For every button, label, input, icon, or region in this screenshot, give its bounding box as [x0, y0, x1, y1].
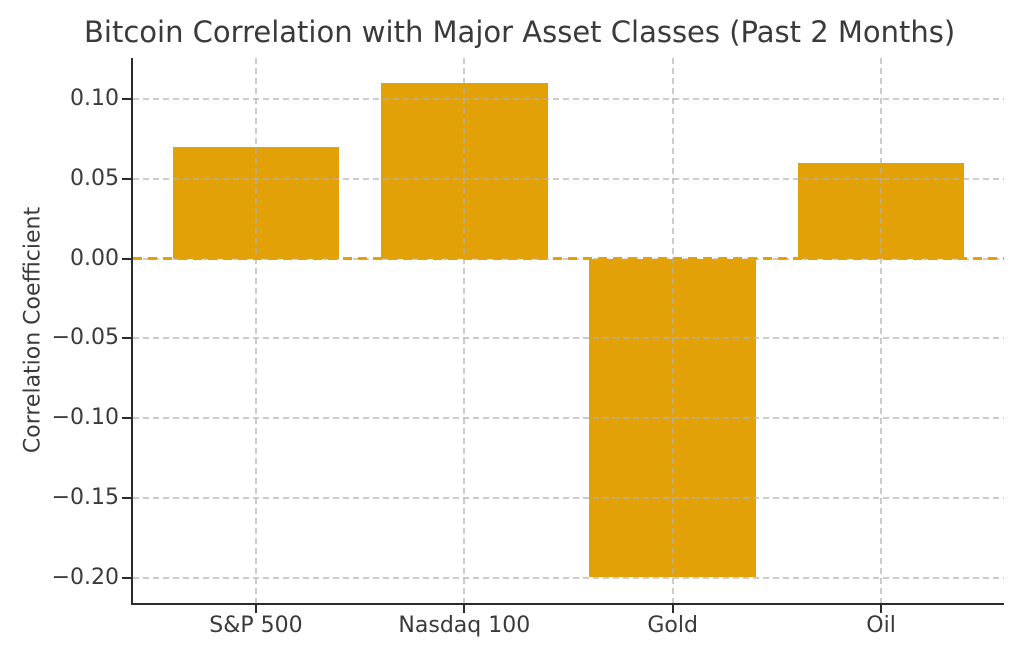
- y-tick-mark: [122, 417, 131, 420]
- h-gridline: [133, 98, 1004, 101]
- h-gridline: [133, 337, 1004, 340]
- x-tick-label-oil: Oil: [866, 613, 896, 638]
- zero-reference-line: [133, 257, 1004, 261]
- v-gridline: [671, 58, 674, 603]
- x-tick-mark: [463, 605, 466, 613]
- h-gridline: [133, 576, 1004, 579]
- y-tick-label: −0.20: [51, 564, 119, 590]
- x-tick-label-s-p-500: S&P 500: [209, 613, 303, 638]
- x-tick-mark: [671, 605, 674, 613]
- x-tick-mark: [880, 605, 883, 613]
- v-gridline: [880, 58, 883, 603]
- y-tick-mark: [122, 98, 131, 101]
- y-tick-mark: [122, 257, 131, 260]
- y-tick-label: 0.10: [70, 86, 119, 112]
- x-tick-mark: [254, 605, 257, 613]
- h-gridline: [133, 178, 1004, 181]
- x-tick-label-gold: Gold: [647, 613, 698, 638]
- v-gridline: [254, 58, 257, 603]
- h-gridline: [133, 496, 1004, 499]
- v-gridline: [463, 58, 466, 603]
- x-axis-spine: [131, 603, 1004, 605]
- y-tick-label: −0.05: [51, 325, 119, 351]
- y-tick-label: −0.10: [51, 405, 119, 431]
- x-tick-label-nasdaq-100: Nasdaq 100: [398, 613, 531, 638]
- y-axis-spine: [131, 58, 133, 605]
- h-gridline: [133, 417, 1004, 420]
- y-tick-label: 0.05: [70, 166, 119, 192]
- y-tick-mark: [122, 337, 131, 340]
- y-tick-label: 0.00: [70, 245, 119, 271]
- y-tick-label: −0.15: [51, 484, 119, 510]
- chart-title: Bitcoin Correlation with Major Asset Cla…: [84, 15, 956, 49]
- y-tick-mark: [122, 496, 131, 499]
- y-tick-mark: [122, 178, 131, 181]
- y-tick-mark: [122, 576, 131, 579]
